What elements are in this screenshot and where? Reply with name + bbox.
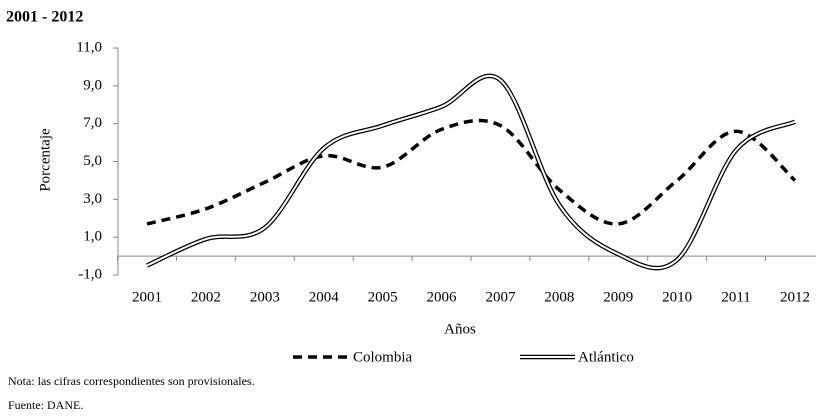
x-tick-label: 2010 [662,289,692,305]
x-tick-label: 2005 [368,289,398,305]
x-tick-label: 2004 [309,289,340,305]
legend-label: Colombia [353,349,413,365]
chart-title: 2001 - 2012 [6,9,83,26]
line-series [146,118,797,226]
y-tick-label: 9,0 [83,77,102,93]
x-tick-label: 2009 [603,289,633,305]
x-tick-label: 2006 [427,289,458,305]
x-tick-label: 2001 [132,289,162,305]
y-tick-label: 7,0 [83,115,102,131]
legend-label: Atlántico [578,349,634,365]
y-tick-label: -1,0 [78,266,102,282]
source: Fuente: DANE. [8,398,83,412]
line-series [146,73,796,271]
note: Nota: las cifras correspondientes son pr… [8,374,255,388]
y-tick-label: 11,0 [76,39,102,55]
y-tick-label: 3,0 [83,191,102,207]
x-tick-label: 2008 [544,289,574,305]
line-series-inner [146,74,796,270]
y-tick-label: 1,0 [83,229,102,245]
x-tick-label: 2007 [485,289,516,305]
y-axis-label: Porcentaje [37,128,53,192]
x-axis-label: Años [444,321,476,337]
y-tick-label: 5,0 [83,153,102,169]
x-tick-label: 2002 [191,289,221,305]
x-tick-label: 2003 [250,289,280,305]
x-tick-label: 2011 [721,289,750,305]
x-tick-label: 2012 [780,289,810,305]
